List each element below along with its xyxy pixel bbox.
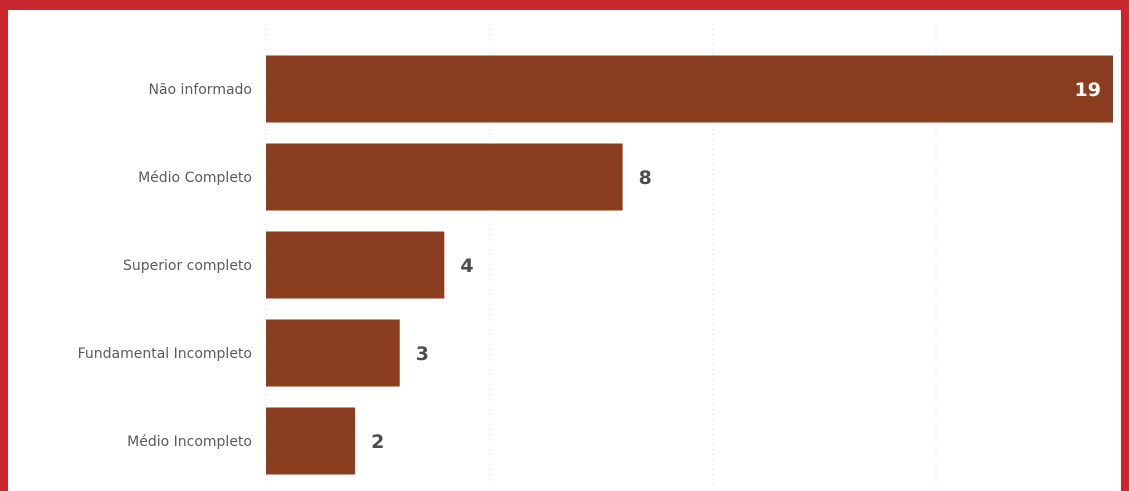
bar-4[interactable] (266, 407, 356, 475)
category-label: Médio Incompleto (127, 434, 252, 450)
category-label: Superior completo (123, 258, 252, 274)
category-label: Não informado (148, 82, 252, 98)
bars (266, 55, 1113, 475)
category-label: Médio Completo (138, 170, 252, 186)
value-label: 2 (371, 431, 384, 453)
value-label: 3 (416, 343, 429, 365)
chart-panel: Não informado Médio Completo Superior comp… (8, 10, 1121, 491)
value-label: 19 (1075, 79, 1101, 101)
category-label: Fundamental Incompleto (78, 346, 252, 362)
value-label: 4 (460, 255, 473, 277)
bar-0[interactable] (266, 55, 1113, 123)
value-labels: 19 8 4 3 2 (371, 79, 1101, 453)
bar-2[interactable] (266, 231, 445, 299)
bar-1[interactable] (266, 143, 623, 211)
category-labels: Não informado Médio Completo Superior comp… (78, 82, 252, 450)
value-label: 8 (639, 167, 652, 189)
bar-3[interactable] (266, 319, 400, 387)
bar-chart: Não informado Médio Completo Superior comp… (78, 24, 1113, 488)
